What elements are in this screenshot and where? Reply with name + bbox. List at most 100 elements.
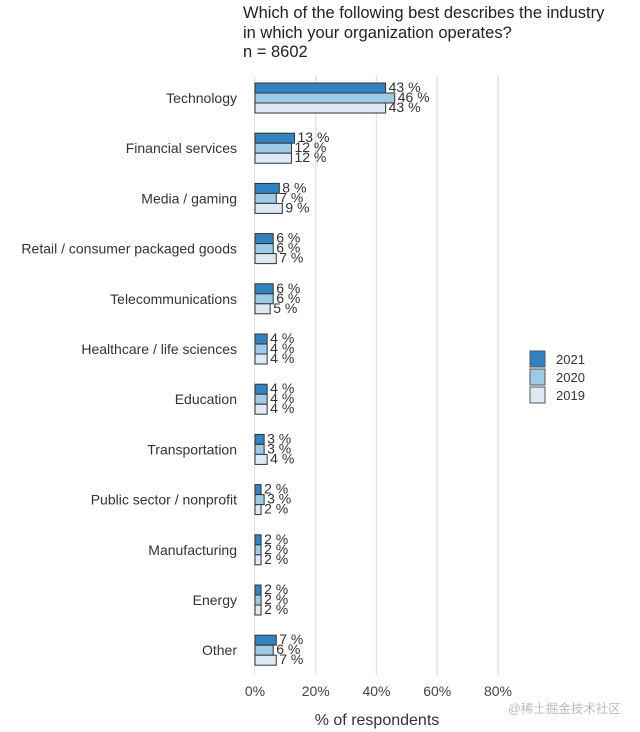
legend-swatch-2019 [529, 386, 546, 404]
category-label: Retail / consumer packaged goods [21, 241, 237, 257]
value-label: 6 % [276, 290, 300, 306]
bar-2019 [254, 604, 262, 616]
bars [254, 82, 396, 666]
value-label: 6 % [276, 230, 300, 246]
x-axis-title: % of respondents [315, 712, 440, 729]
value-label: 3 % [267, 491, 291, 507]
bar-2021 [254, 82, 387, 94]
bar-2021 [254, 534, 262, 546]
value-label: 46 % [398, 89, 430, 105]
bar-2021 [254, 433, 265, 445]
value-label: 4 % [270, 350, 294, 366]
x-tick-label: 0% [245, 683, 265, 699]
category-label: Media / gaming [141, 190, 237, 206]
value-label: 12 % [294, 139, 326, 155]
x-tick-label: 80% [484, 683, 512, 699]
value-label: 6 % [276, 280, 300, 296]
bar-2021 [254, 283, 274, 295]
value-label: 2 % [264, 551, 288, 567]
value-label: 4 % [270, 400, 294, 416]
value-label: 2 % [264, 481, 288, 497]
x-tick-labels: 0% 20% 40% 60% 80% [245, 683, 512, 699]
value-labels: 43 %46 %43 %13 %12 %12 %8 %7 %9 %6 %6 %7… [264, 79, 430, 667]
legend-label-2019: 2019 [556, 388, 585, 403]
value-label: 4 % [270, 340, 294, 356]
legend-label-2020: 2020 [556, 370, 585, 385]
bar-2020 [254, 594, 262, 606]
bar-2021 [254, 584, 262, 596]
bar-2020 [254, 343, 268, 355]
value-label: 5 % [273, 300, 297, 316]
category-label: Other [202, 642, 237, 658]
sample-size-label: n = 8602 [243, 43, 308, 61]
value-label: 6 % [276, 240, 300, 256]
value-label: 8 % [282, 179, 306, 195]
x-tick-label: 40% [362, 683, 390, 699]
bar-2019 [254, 303, 271, 315]
bar-2019 [254, 654, 277, 666]
bar-2020 [254, 192, 277, 204]
category-label: Energy [193, 592, 237, 608]
bar-2021 [254, 333, 268, 345]
value-label: 13 % [297, 129, 329, 145]
bar-2019 [254, 554, 262, 566]
bar-2020 [254, 393, 268, 405]
bar-2019 [254, 353, 268, 365]
value-label: 7 % [279, 250, 303, 266]
bar-2019 [254, 202, 283, 214]
grid-lines [254, 75, 499, 675]
value-label: 4 % [270, 330, 294, 346]
category-label: Technology [166, 90, 237, 106]
value-label: 4 % [270, 380, 294, 396]
value-label: 7 % [279, 631, 303, 647]
value-label: 2 % [264, 581, 288, 597]
x-tick-label: 60% [423, 683, 451, 699]
watermark: @稀土掘金技术社区 [508, 702, 621, 716]
category-label: Education [175, 391, 237, 407]
x-tick-label: 20% [302, 683, 330, 699]
value-label: 12 % [294, 149, 326, 165]
category-label: Public sector / nonprofit [91, 492, 237, 508]
bar-2020 [254, 243, 274, 255]
bar-2020 [254, 644, 274, 656]
value-label: 2 % [264, 531, 288, 547]
legend-swatch-2020 [529, 368, 546, 386]
value-label: 4 % [270, 390, 294, 406]
value-label: 4 % [270, 450, 294, 466]
bar-2020 [254, 494, 265, 506]
value-label: 3 % [267, 440, 291, 456]
bar-2020 [254, 92, 396, 104]
bar-2019 [254, 152, 292, 164]
value-label: 2 % [264, 541, 288, 557]
bar-2020 [254, 142, 292, 154]
bar-2019 [254, 253, 277, 265]
bar-2020 [254, 544, 262, 556]
value-label: 43 % [389, 99, 421, 115]
category-labels: Technology Financial services Media / gami… [21, 90, 237, 658]
value-label: 3 % [267, 430, 291, 446]
legend-label-2021: 2021 [556, 352, 585, 367]
value-label: 2 % [264, 601, 288, 617]
bar-2021 [254, 484, 262, 496]
value-label: 9 % [285, 199, 309, 215]
bar-2019 [254, 102, 387, 114]
bar-2021 [254, 634, 277, 646]
value-label: 7 % [279, 189, 303, 205]
chart-title: Which of the following best describes th… [243, 3, 604, 43]
legend: 2021 2020 2019 [529, 350, 585, 404]
category-label: Healthcare / life sciences [81, 341, 237, 357]
value-label: 7 % [279, 651, 303, 667]
bar-2021 [254, 182, 280, 194]
category-label: Transportation [147, 441, 237, 457]
value-label: 43 % [389, 79, 421, 95]
bar-2021 [254, 383, 268, 395]
chart-title-line-1: Which of the following best describes th… [243, 4, 605, 22]
bar-2020 [254, 443, 265, 455]
value-label: 2 % [264, 591, 288, 607]
bar-2019 [254, 403, 268, 415]
value-label: 6 % [276, 641, 300, 657]
bar-2019 [254, 453, 268, 465]
category-label: Telecommunications [110, 291, 237, 307]
legend-swatch-2021 [529, 350, 546, 368]
